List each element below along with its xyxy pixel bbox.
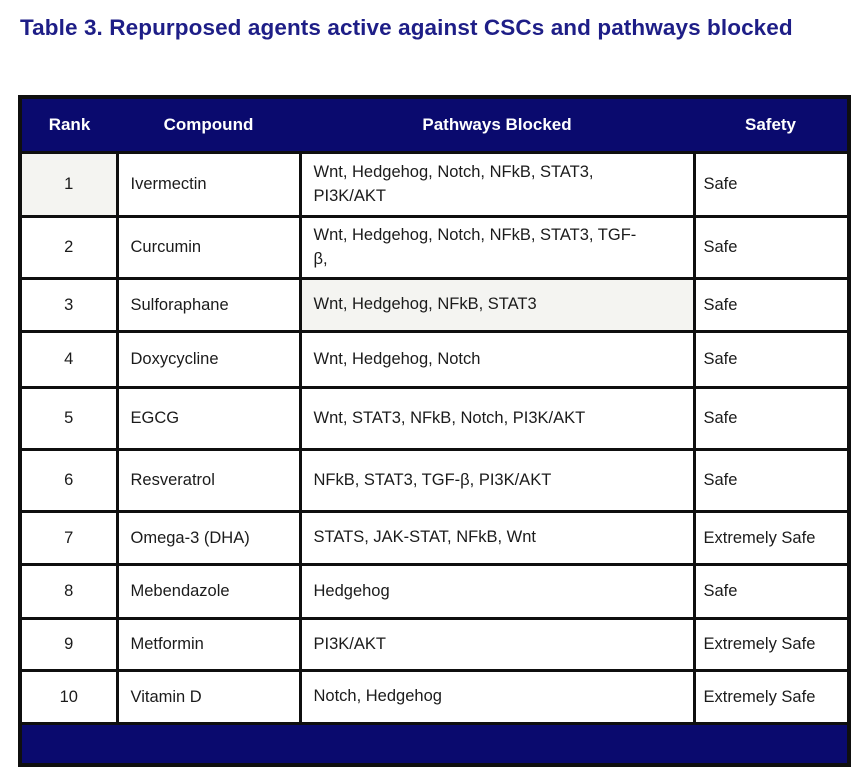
- safety-cell: Safe: [692, 563, 851, 621]
- pathways-cell: Notch, Hedgehog: [298, 669, 696, 726]
- compound-cell: Metformin: [115, 617, 302, 673]
- pathways-cell: Wnt, Hedgehog, Notch: [298, 330, 696, 390]
- safety-cell: Safe: [692, 330, 851, 390]
- rank-cell: 1: [18, 151, 119, 219]
- footer-row: [18, 722, 851, 767]
- safety-cell: Extremely Safe: [692, 617, 851, 673]
- pathways-cell: Wnt, Hedgehog, NFkB, STAT3: [298, 277, 696, 334]
- column-header-compound: Compound: [117, 97, 300, 153]
- table-footer: [18, 722, 851, 767]
- compound-cell: Vitamin D: [115, 669, 302, 726]
- compound-cell: Ivermectin: [115, 151, 302, 219]
- table-row: 2 Curcumin Wnt, Hedgehog, Notch, NFkB, S…: [18, 215, 851, 281]
- column-header-rank: Rank: [20, 97, 117, 153]
- rank-cell: 6: [18, 448, 119, 514]
- compound-cell: Sulforaphane: [115, 277, 302, 334]
- rank-cell: 8: [18, 563, 119, 621]
- table-body: 1 Ivermectin Wnt, Hedgehog, Notch, NFkB,…: [18, 151, 851, 726]
- table-row: 10 Vitamin D Notch, Hedgehog Extremely S…: [18, 669, 851, 726]
- pathways-cell: Wnt, STAT3, NFkB, Notch, PI3K/AKT: [298, 386, 696, 452]
- rank-cell: 4: [18, 330, 119, 390]
- compound-cell: EGCG: [115, 386, 302, 452]
- table-row: 3 Sulforaphane Wnt, Hedgehog, NFkB, STAT…: [18, 277, 851, 334]
- safety-cell: Safe: [692, 386, 851, 452]
- safety-cell: Safe: [692, 448, 851, 514]
- safety-cell: Safe: [692, 151, 851, 219]
- table-row: 6 Resveratrol NFkB, STAT3, TGF-β, PI3K/A…: [18, 448, 851, 514]
- column-header-pathways: Pathways Blocked: [300, 97, 694, 153]
- pathways-cell: Wnt, Hedgehog, Notch, NFkB, STAT3, PI3K/…: [298, 151, 696, 219]
- pathways-cell: Wnt, Hedgehog, Notch, NFkB, STAT3, TGF- …: [298, 215, 696, 281]
- compound-cell: Resveratrol: [115, 448, 302, 514]
- rank-cell: 2: [18, 215, 119, 281]
- safety-cell: Safe: [692, 277, 851, 334]
- table-row: 5 EGCG Wnt, STAT3, NFkB, Notch, PI3K/AKT…: [18, 386, 851, 452]
- table-row: 1 Ivermectin Wnt, Hedgehog, Notch, NFkB,…: [18, 151, 851, 219]
- safety-cell: Safe: [692, 215, 851, 281]
- rank-cell: 9: [18, 617, 119, 673]
- rank-cell: 7: [18, 510, 119, 567]
- table-header: Rank Compound Pathways Blocked Safety: [20, 97, 849, 153]
- pathways-cell: PI3K/AKT: [298, 617, 696, 673]
- table-row: 9 Metformin PI3K/AKT Extremely Safe: [18, 617, 851, 673]
- pathways-cell: NFkB, STAT3, TGF-β, PI3K/AKT: [298, 448, 696, 514]
- compound-cell: Curcumin: [115, 215, 302, 281]
- table-container: Rank Compound Pathways Blocked Safety 1 …: [18, 95, 851, 768]
- safety-cell: Extremely Safe: [692, 510, 851, 567]
- pathways-cell: Hedgehog: [298, 563, 696, 621]
- table-row: 4 Doxycycline Wnt, Hedgehog, Notch Safe: [18, 330, 851, 390]
- safety-cell: Extremely Safe: [692, 669, 851, 726]
- column-header-safety: Safety: [694, 97, 849, 153]
- compound-cell: Doxycycline: [115, 330, 302, 390]
- compound-cell: Mebendazole: [115, 563, 302, 621]
- rank-cell: 10: [18, 669, 119, 726]
- footer-bar: [18, 722, 851, 767]
- table-row: 8 Mebendazole Hedgehog Safe: [18, 563, 851, 621]
- compound-cell: Omega-3 (DHA): [115, 510, 302, 567]
- header-row: Rank Compound Pathways Blocked Safety: [20, 97, 849, 153]
- pathways-cell: STATS, JAK-STAT, NFkB, Wnt: [298, 510, 696, 567]
- repurposed-agents-table: Rank Compound Pathways Blocked Safety 1 …: [18, 95, 851, 768]
- rank-cell: 5: [18, 386, 119, 452]
- table-row: 7 Omega-3 (DHA) STATS, JAK-STAT, NFkB, W…: [18, 510, 851, 567]
- page-title: Table 3. Repurposed agents active agains…: [20, 15, 793, 40]
- rank-cell: 3: [18, 277, 119, 334]
